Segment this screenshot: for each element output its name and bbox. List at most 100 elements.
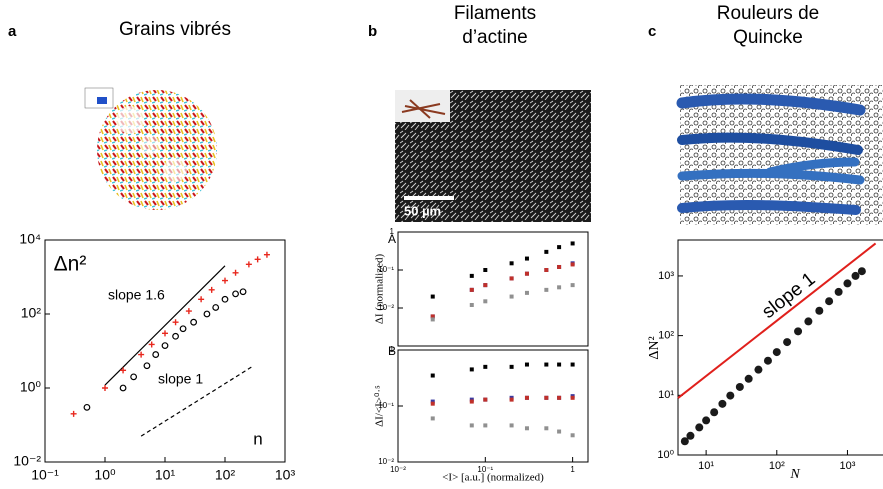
point (524, 362, 529, 367)
x-tick-label: 10³ (275, 467, 296, 483)
x-tick-label: 10¹ (698, 460, 714, 472)
point (254, 256, 261, 263)
y-tick-label: 10⁰ (20, 379, 42, 395)
point (509, 261, 514, 266)
point (162, 330, 168, 337)
point (483, 299, 488, 304)
reference-line (677, 242, 877, 399)
point (557, 362, 562, 367)
point (212, 304, 220, 311)
point (544, 268, 549, 272)
point (483, 423, 488, 428)
point (794, 327, 803, 336)
x-tick-label: 10² (215, 467, 236, 483)
point (851, 271, 860, 280)
point (570, 241, 575, 246)
point (524, 290, 529, 295)
point (469, 287, 474, 292)
point (185, 308, 192, 315)
point (680, 437, 689, 446)
y-tick-label: 10² (21, 305, 42, 321)
point (726, 391, 735, 400)
y-axis-label: ΔI/<I>⁰·⁵ (374, 385, 386, 427)
point (524, 426, 529, 431)
point (130, 373, 138, 381)
point (430, 401, 435, 406)
point (557, 395, 562, 400)
point (735, 382, 744, 391)
point (509, 276, 514, 281)
point (544, 287, 549, 292)
point (718, 399, 727, 408)
reference-line (140, 365, 254, 437)
point (203, 310, 211, 318)
point (570, 433, 575, 438)
plot-frame (397, 231, 589, 347)
point (430, 416, 435, 421)
point (744, 374, 753, 383)
point (804, 317, 813, 326)
rollers-image (676, 85, 883, 225)
point (70, 410, 77, 417)
sub-panel-tag: A (388, 232, 396, 246)
x-tick-label: 10⁻² (390, 465, 406, 474)
panel-title: Grains vibrés (119, 19, 231, 40)
plot-frame (397, 349, 589, 463)
point (544, 249, 549, 254)
point (557, 285, 562, 290)
x-axis-label: <I> [a.u.] (normalized) (442, 472, 544, 484)
point (469, 423, 474, 428)
point (469, 367, 474, 372)
point (702, 416, 711, 425)
y-tick-label: 10⁴ (19, 231, 41, 247)
y-tick-label: 10⁻² (378, 457, 394, 466)
point (509, 397, 514, 402)
y-axis-label: Δn² (54, 253, 87, 276)
point (843, 279, 852, 288)
point (172, 319, 179, 326)
point (469, 399, 474, 404)
x-tick-label: 10¹ (155, 467, 176, 483)
point (557, 245, 562, 250)
point (570, 362, 575, 367)
point (509, 294, 514, 299)
point (695, 423, 704, 432)
annotation: slope 1.6 (108, 287, 165, 303)
point (483, 268, 488, 272)
point (208, 286, 215, 293)
point (469, 273, 474, 278)
panel-title: d’actine (462, 27, 528, 48)
point (570, 395, 575, 400)
x-tick-label: 10⁻¹ (31, 467, 59, 483)
point (152, 351, 160, 358)
y-tick-label: 1 (390, 227, 395, 236)
point (857, 267, 866, 276)
point (509, 364, 514, 369)
point (557, 429, 562, 434)
point (179, 325, 187, 333)
panel-title: Filaments (454, 3, 536, 24)
point (524, 256, 529, 261)
point (544, 362, 549, 367)
point (138, 351, 145, 358)
y-tick-label: 10⁻¹ (378, 401, 394, 410)
grains-image (84, 87, 217, 210)
x-axis-label: N (789, 467, 800, 482)
point (570, 262, 575, 267)
point (570, 283, 575, 288)
point (83, 403, 91, 411)
point (148, 341, 155, 348)
point (190, 318, 198, 326)
point (430, 399, 435, 404)
point (783, 338, 792, 347)
annotation: slope 1 (158, 371, 203, 387)
plot-frame (677, 239, 883, 456)
point (469, 302, 474, 307)
point (557, 264, 562, 269)
point (430, 317, 435, 322)
point (161, 342, 169, 349)
y-tick-label: 10⁻² (13, 453, 41, 469)
y-tick-label: 10⁰ (657, 449, 674, 461)
point (120, 367, 127, 374)
